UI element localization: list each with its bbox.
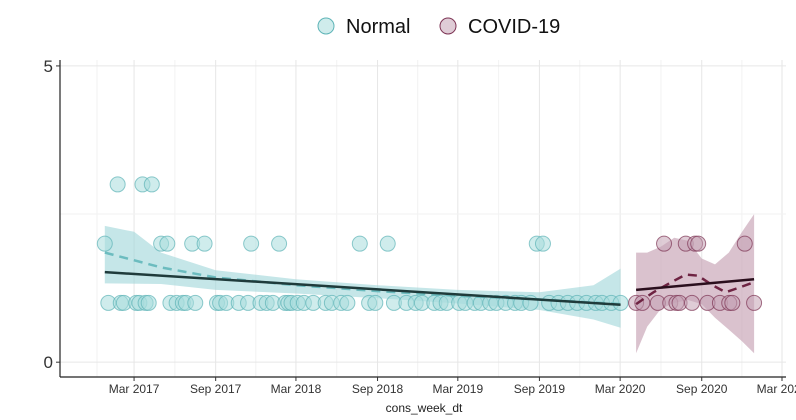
y-tick-label: 5	[44, 57, 53, 76]
x-axis-title: cons_week_dt	[386, 401, 463, 415]
confidence-bands	[104, 214, 755, 354]
data-point	[736, 235, 753, 252]
legend-key-1	[439, 17, 457, 35]
x-tick-label: Mar 2019	[432, 382, 483, 396]
x-tick-label: Mar 2017	[109, 382, 160, 396]
legend-key-0	[317, 17, 335, 35]
data-point	[724, 294, 741, 311]
axes: Mar 2017 Sep 2017 Mar 2018 Sep 2018 Mar 2019…	[44, 57, 796, 396]
fit-lines	[104, 251, 755, 306]
data-point	[656, 235, 673, 252]
data-point	[159, 235, 176, 252]
data-point	[339, 294, 356, 311]
linear-fit-line	[104, 270, 621, 306]
data-point	[683, 294, 700, 311]
legend-label-1: COVID-19	[468, 16, 560, 38]
smooth-fit-line	[635, 273, 755, 306]
grid	[60, 60, 786, 377]
x-tick-label: Mar 2020	[595, 382, 646, 396]
data-point	[109, 176, 126, 193]
x-tick-label: Sep 2019	[514, 382, 566, 396]
data-point	[534, 235, 551, 252]
data-point	[634, 294, 651, 311]
data-point	[746, 294, 763, 311]
data-point	[187, 294, 204, 311]
y-tick-label: 0	[44, 353, 53, 372]
legend: Normal COVID-19	[317, 16, 560, 38]
x-tick-label: Sep 2017	[190, 382, 242, 396]
data-point	[379, 235, 396, 252]
data-point	[96, 235, 113, 252]
x-tick-label: Mar 2021	[757, 382, 796, 396]
x-tick-label: Sep 2020	[676, 382, 728, 396]
linear-fit-line	[635, 277, 755, 292]
x-tick-label: Mar 2018	[271, 382, 322, 396]
data-point	[143, 176, 160, 193]
data-point	[243, 235, 260, 252]
data-point	[690, 235, 707, 252]
data-point	[271, 235, 288, 252]
legend-label-0: Normal	[346, 16, 410, 38]
x-tick-label: Sep 2018	[352, 382, 404, 396]
data-point	[140, 294, 157, 311]
data-point	[367, 294, 384, 311]
data-point	[351, 235, 368, 252]
data-point	[196, 235, 213, 252]
